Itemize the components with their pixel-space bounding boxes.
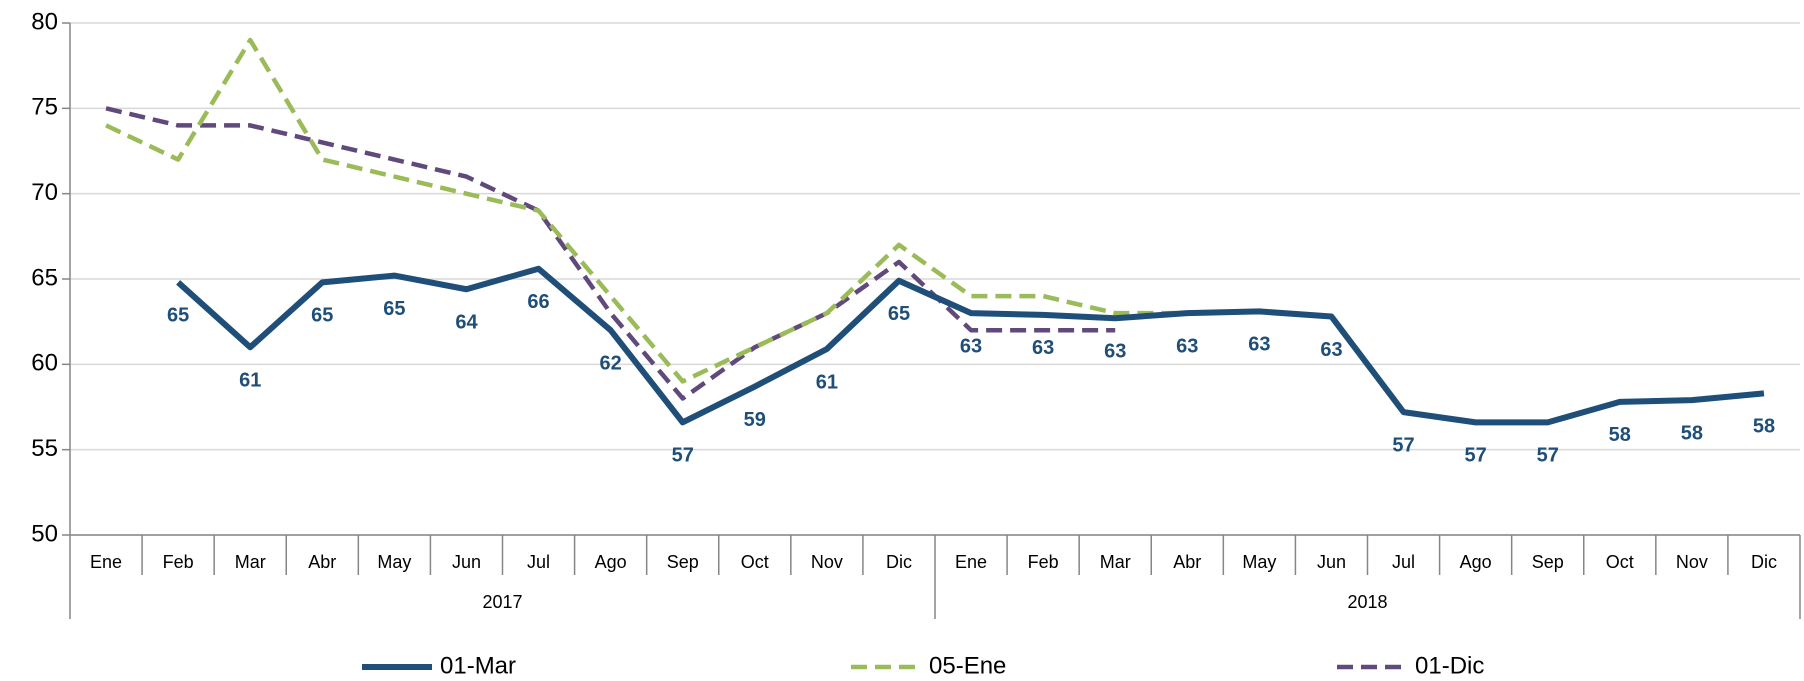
data-label: 61 <box>239 370 261 392</box>
y-tick-label: 55 <box>31 435 58 462</box>
data-label: 63 <box>960 335 982 357</box>
y-tick-label: 80 <box>31 8 58 35</box>
group-label: 2017 <box>482 592 522 612</box>
x-tick-label: Jul <box>527 552 550 572</box>
x-tick-label: Oct <box>1606 552 1634 572</box>
x-tick-label: Dic <box>886 552 912 572</box>
data-label: 58 <box>1753 416 1775 438</box>
x-tick-label: Nov <box>811 552 843 572</box>
x-tick-label: Dic <box>1751 552 1777 572</box>
x-tick-label: Ago <box>595 552 627 572</box>
x-tick-label: Jun <box>452 552 481 572</box>
data-label: 63 <box>1248 334 1270 356</box>
data-label: 61 <box>816 371 838 393</box>
data-label: 64 <box>455 312 478 334</box>
data-label: 62 <box>600 352 622 374</box>
data-label: 65 <box>888 303 910 325</box>
series-line <box>105 106 1116 401</box>
x-tick-label: Jun <box>1317 552 1346 572</box>
x-tick-label: Ago <box>1460 552 1492 572</box>
x-tick-label: Sep <box>667 552 699 572</box>
y-tick-label: 70 <box>31 179 58 206</box>
x-tick-label: Oct <box>741 552 769 572</box>
x-tick-label: Feb <box>1028 552 1059 572</box>
data-label: 57 <box>672 445 694 467</box>
x-tick-label: Nov <box>1676 552 1708 572</box>
data-label: 57 <box>1392 434 1414 456</box>
data-label: 63 <box>1032 337 1054 359</box>
y-tick-label: 50 <box>31 520 58 547</box>
legend-label: 01-Mar <box>440 652 516 679</box>
y-tick-label: 75 <box>31 94 58 121</box>
data-label: 57 <box>1537 445 1559 467</box>
x-tick-label: May <box>377 552 411 572</box>
data-label: 65 <box>383 298 405 320</box>
x-tick-label: Abr <box>308 552 336 572</box>
series-line <box>105 37 1188 384</box>
data-label: 59 <box>744 409 766 431</box>
x-tick-label: Mar <box>235 552 266 572</box>
x-tick-label: Ene <box>90 552 122 572</box>
data-label: 58 <box>1609 424 1631 446</box>
y-tick-label: 65 <box>31 264 58 291</box>
x-tick-label: Feb <box>163 552 194 572</box>
group-label: 2018 <box>1347 592 1387 612</box>
legend-label: 01-Dic <box>1415 652 1484 679</box>
x-tick-label: Abr <box>1173 552 1201 572</box>
data-label: 57 <box>1465 445 1487 467</box>
data-label: 58 <box>1681 422 1703 444</box>
data-label: 63 <box>1176 335 1198 357</box>
x-tick-label: Jul <box>1392 552 1415 572</box>
x-tick-label: Sep <box>1532 552 1564 572</box>
data-label: 63 <box>1104 341 1126 363</box>
series-line <box>176 265 1765 426</box>
data-label: 65 <box>311 305 333 327</box>
y-tick-label: 60 <box>31 350 58 377</box>
x-tick-label: Mar <box>1100 552 1131 572</box>
x-tick-label: May <box>1242 552 1276 572</box>
data-label: 65 <box>167 305 189 327</box>
legend-label: 05-Ene <box>929 652 1006 679</box>
data-label: 66 <box>527 291 549 313</box>
x-tick-label: Ene <box>955 552 987 572</box>
data-label: 63 <box>1320 339 1342 361</box>
